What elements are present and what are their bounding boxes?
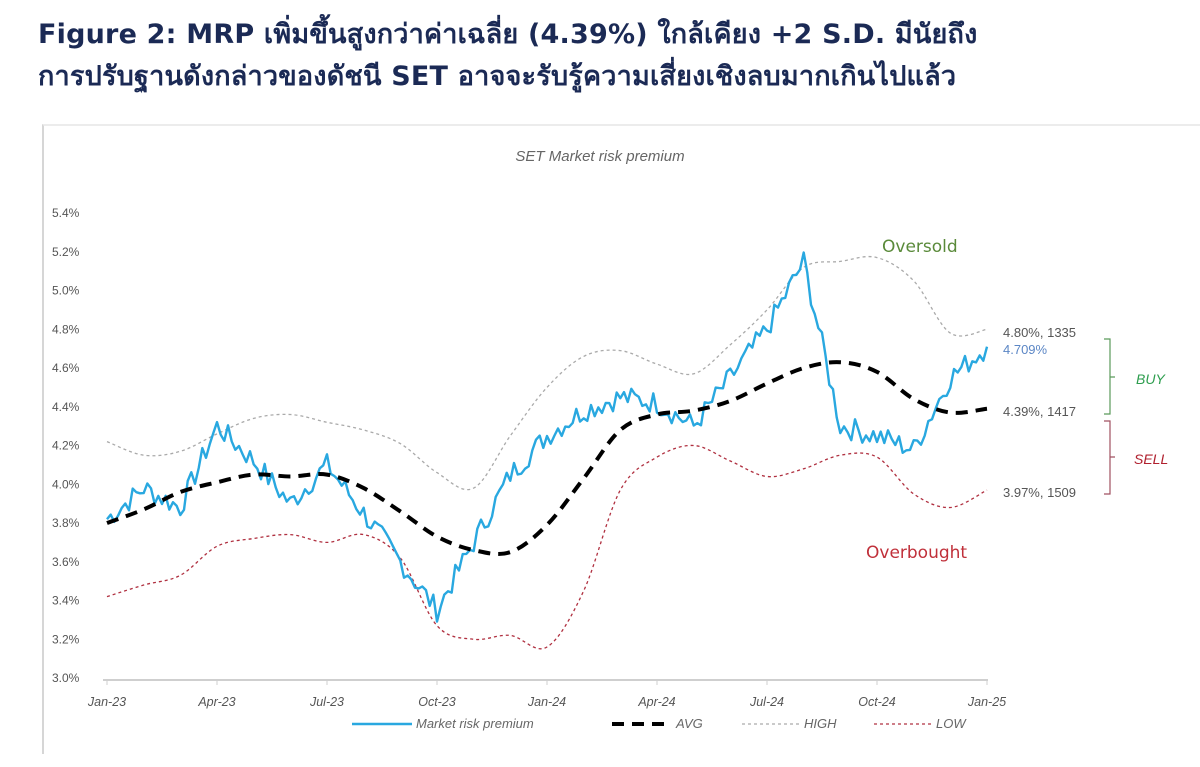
chart-annotations: Oversold Overbought 4.80%, 1335 4.709% 4… <box>866 237 1168 563</box>
x-tick-label: Oct-24 <box>858 695 896 709</box>
y-tick-label: 5.4% <box>52 206 80 220</box>
x-tick-label: Apr-23 <box>197 695 235 709</box>
low-end-label: 3.97%, 1509 <box>1003 485 1076 500</box>
avg-line <box>106 360 988 556</box>
legend-label-3: HIGH <box>804 716 837 731</box>
y-axis: 3.0% 3.2% 3.4% 3.6% 3.8% 4.0% 4.2% 4.4% 4.6% 4.8%… <box>52 206 80 685</box>
chart-panel <box>42 124 1200 754</box>
x-tick-label: Jan-24 <box>527 695 566 709</box>
current-value-label: 4.709% <box>1003 342 1048 357</box>
x-tick-label: Jul-23 <box>309 695 344 709</box>
y-tick-label: 4.2% <box>52 439 80 453</box>
x-axis: Jan-23 Apr-23 Jul-23 Oct-23 Jan-24 Apr-24 Jul-… <box>87 679 1006 709</box>
mrp-line <box>106 251 989 623</box>
oversold-label: Oversold <box>882 237 958 257</box>
x-tick-label: Oct-23 <box>418 695 456 709</box>
high-end-label: 4.80%, 1335 <box>1003 325 1076 340</box>
sell-label: SELL <box>1134 451 1168 467</box>
legend-label-4: LOW <box>936 716 967 731</box>
y-tick-label: 4.6% <box>52 361 80 375</box>
buy-bracket <box>1104 338 1115 415</box>
legend-label-2: AVG <box>675 716 703 731</box>
legend-label-1: Market risk premium <box>416 716 534 731</box>
chart-title: SET Market risk premium <box>515 148 685 165</box>
y-tick-label: 4.0% <box>52 477 80 491</box>
x-tick-label: Apr-24 <box>637 695 675 709</box>
sell-bracket <box>1104 420 1115 495</box>
y-tick-label: 3.2% <box>52 632 80 646</box>
avg-end-label: 4.39%, 1417 <box>1003 404 1076 419</box>
x-tick-label: Jan-25 <box>967 695 1006 709</box>
x-tick-label: Jul-24 <box>749 695 784 709</box>
high-line <box>106 255 988 491</box>
y-tick-label: 4.8% <box>52 322 80 336</box>
figure-title-line-1: Figure 2: MRP เพิ่มขึ้นสูงกว่าค่าเฉลี่ย … <box>38 19 978 50</box>
y-tick-label: 3.4% <box>52 594 80 608</box>
y-tick-label: 5.2% <box>52 245 80 259</box>
overbought-label: Overbought <box>866 543 967 563</box>
y-tick-label: 4.4% <box>52 400 80 414</box>
y-tick-label: 3.0% <box>52 671 80 685</box>
chart-series <box>106 251 989 650</box>
buy-label: BUY <box>1136 371 1166 387</box>
y-tick-label: 3.6% <box>52 555 80 569</box>
chart-legend: Market risk premium AVG HIGH LOW <box>352 716 967 731</box>
figure-title-line-2: การปรับฐานดังกล่าวของดัชนี SET อาจจะรับร… <box>38 61 957 92</box>
figure-title-block: Figure 2: MRP เพิ่มขึ้นสูงกว่าค่าเฉลี่ย … <box>38 14 1198 98</box>
y-tick-label: 5.0% <box>52 284 80 298</box>
y-tick-label: 3.8% <box>52 516 80 530</box>
x-tick-label: Jan-23 <box>87 695 126 709</box>
